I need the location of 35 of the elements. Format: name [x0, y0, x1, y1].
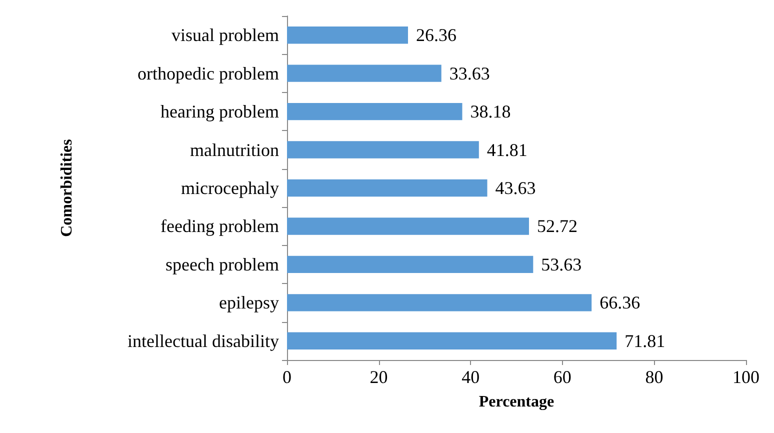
x-tick-label: 0 [282, 367, 292, 387]
y-tick-label: visual problem [172, 25, 279, 46]
data-label: 33.63 [449, 63, 490, 84]
data-label: 43.63 [495, 178, 536, 198]
data-label: 71.81 [624, 330, 666, 351]
y-tick-label: microcephaly [181, 178, 279, 198]
bar [287, 256, 534, 274]
bar [287, 218, 529, 235]
y-tick-label: intellectual disability [128, 330, 279, 351]
bar [287, 294, 592, 312]
y-tick-label: hearing problem [160, 102, 279, 122]
x-tick-label: 80 [645, 367, 664, 387]
data-label: 38.18 [470, 102, 511, 122]
data-label: 26.36 [416, 25, 456, 46]
y-tick-label: feeding problem [160, 216, 279, 236]
x-tick-label: 100 [732, 367, 760, 387]
bar [287, 102, 462, 120]
x-tick-label: 60 [553, 367, 572, 387]
y-tick-label: malnutrition [190, 140, 279, 160]
y-axis-title: Comorbidities [58, 139, 76, 237]
data-label: 53.63 [541, 254, 582, 274]
data-label: 52.72 [536, 216, 578, 236]
bar [287, 26, 408, 44]
bar [287, 332, 617, 350]
y-tick-label: speech problem [166, 254, 279, 274]
x-tick-label: 20 [370, 367, 388, 387]
y-tick-label: epilepsy [219, 292, 279, 313]
bar [287, 141, 479, 158]
bar [287, 179, 488, 197]
data-label: 41.81 [486, 140, 528, 160]
x-tick-label: 40 [462, 367, 480, 387]
bar [287, 64, 442, 82]
y-tick-label: orthopedic problem [138, 63, 279, 84]
x-axis-title: Percentage [478, 394, 554, 410]
data-label: 66.36 [600, 292, 640, 313]
